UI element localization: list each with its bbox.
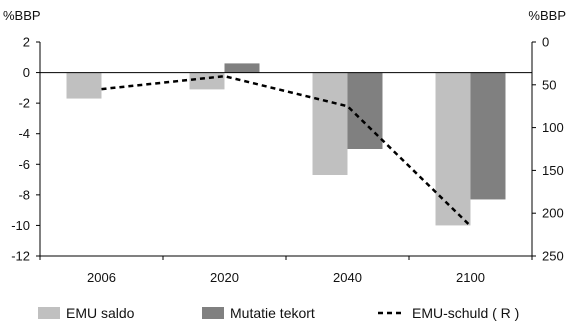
bar-emu-saldo-2006 [66,72,102,99]
axes-layer: 2 0 -2 -4 -6 -8 -10 -12 0 50 100 150 200 250 2006 2020 2… [11,35,564,286]
legend-swatch-mutatie-tekort [202,307,224,319]
x-tick-label: 2100 [456,270,485,285]
bar-mutatie-tekort-2040 [347,72,383,149]
left-tick-label: -8 [18,187,30,202]
left-tick-label: 2 [23,35,30,50]
right-tick-label: 250 [542,249,564,264]
left-tick-label: 0 [23,65,30,80]
left-tick-label: -12 [11,249,30,264]
right-tick-label: 100 [542,120,564,135]
left-axis-unit-label: %BBP [3,8,41,23]
legend-label-mutatie-tekort: Mutatie tekort [230,305,315,321]
right-axis-unit-label: %BBP [528,8,566,23]
x-tick-label: 2040 [333,270,362,285]
left-tick-label: -10 [11,218,30,233]
bar-emu-saldo-2020 [189,72,225,90]
legend-label-emu-saldo: EMU saldo [66,305,135,321]
left-tick-label: -2 [18,96,30,111]
legend-label-emu-schuld-r-: EMU-schuld ( R ) [412,305,519,321]
bar-mutatie-tekort-2020 [224,63,260,73]
left-tick-label: -4 [18,126,30,141]
legend-swatch-emu-saldo [38,307,60,319]
right-tick-label: 200 [542,206,564,221]
legend: EMU saldo Mutatie tekort EMU-schuld ( R ) [38,305,519,321]
x-tick-label: 2006 [87,270,116,285]
right-tick-label: 50 [542,77,556,92]
bar-emu-saldo-2100 [435,72,471,226]
right-tick-label: 150 [542,163,564,178]
bars-layer [66,63,506,226]
right-tick-label: 0 [542,35,549,50]
x-tick-label: 2020 [210,270,239,285]
line-series-emu-schuld [101,74,472,227]
line-layer [101,74,472,227]
bar-emu-saldo-2040 [312,72,348,175]
bar-mutatie-tekort-2100 [470,72,506,200]
left-tick-label: -6 [18,157,30,172]
